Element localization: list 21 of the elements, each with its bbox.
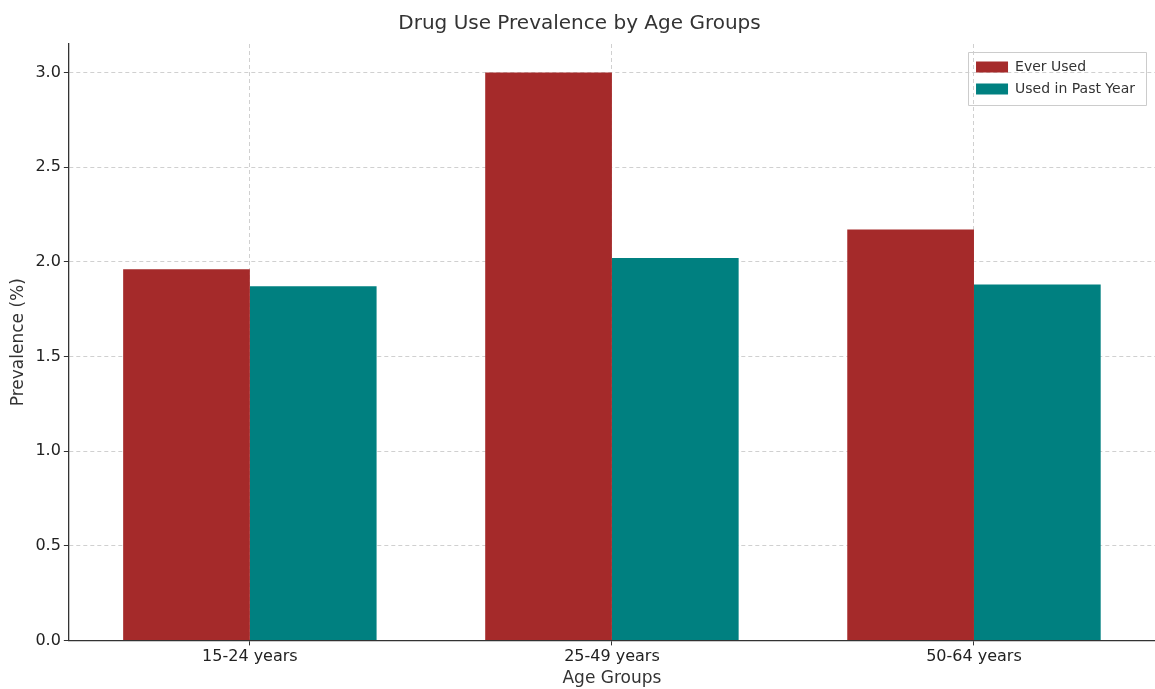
x-tick-label: 15-24 years <box>202 646 298 666</box>
x-axis-title: Age Groups <box>562 667 662 688</box>
bar <box>611 257 739 640</box>
chart-title: Drug Use Prevalence by Age Groups <box>398 10 761 35</box>
x-tick-label: 50-64 years <box>926 646 1022 666</box>
y-tick-label: 0.5 <box>35 534 61 554</box>
legend-label: Ever Used <box>1015 57 1087 74</box>
y-axis-title: Prevalence (%) <box>6 278 27 407</box>
y-tick-label: 1.5 <box>35 345 61 365</box>
bar <box>973 284 1101 640</box>
bar <box>123 269 250 640</box>
bar <box>847 229 974 640</box>
y-tick-label: 1.0 <box>35 440 61 460</box>
bar <box>249 286 377 640</box>
y-tick-label: 2.5 <box>35 156 61 176</box>
y-tick-label: 3.0 <box>35 61 61 81</box>
legend-label: Used in Past Year <box>1015 79 1136 96</box>
x-tick-label: 25-49 years <box>564 646 660 666</box>
y-tick-label: 0.0 <box>35 629 61 649</box>
bar <box>485 72 612 640</box>
y-tick-label: 2.0 <box>35 250 61 270</box>
